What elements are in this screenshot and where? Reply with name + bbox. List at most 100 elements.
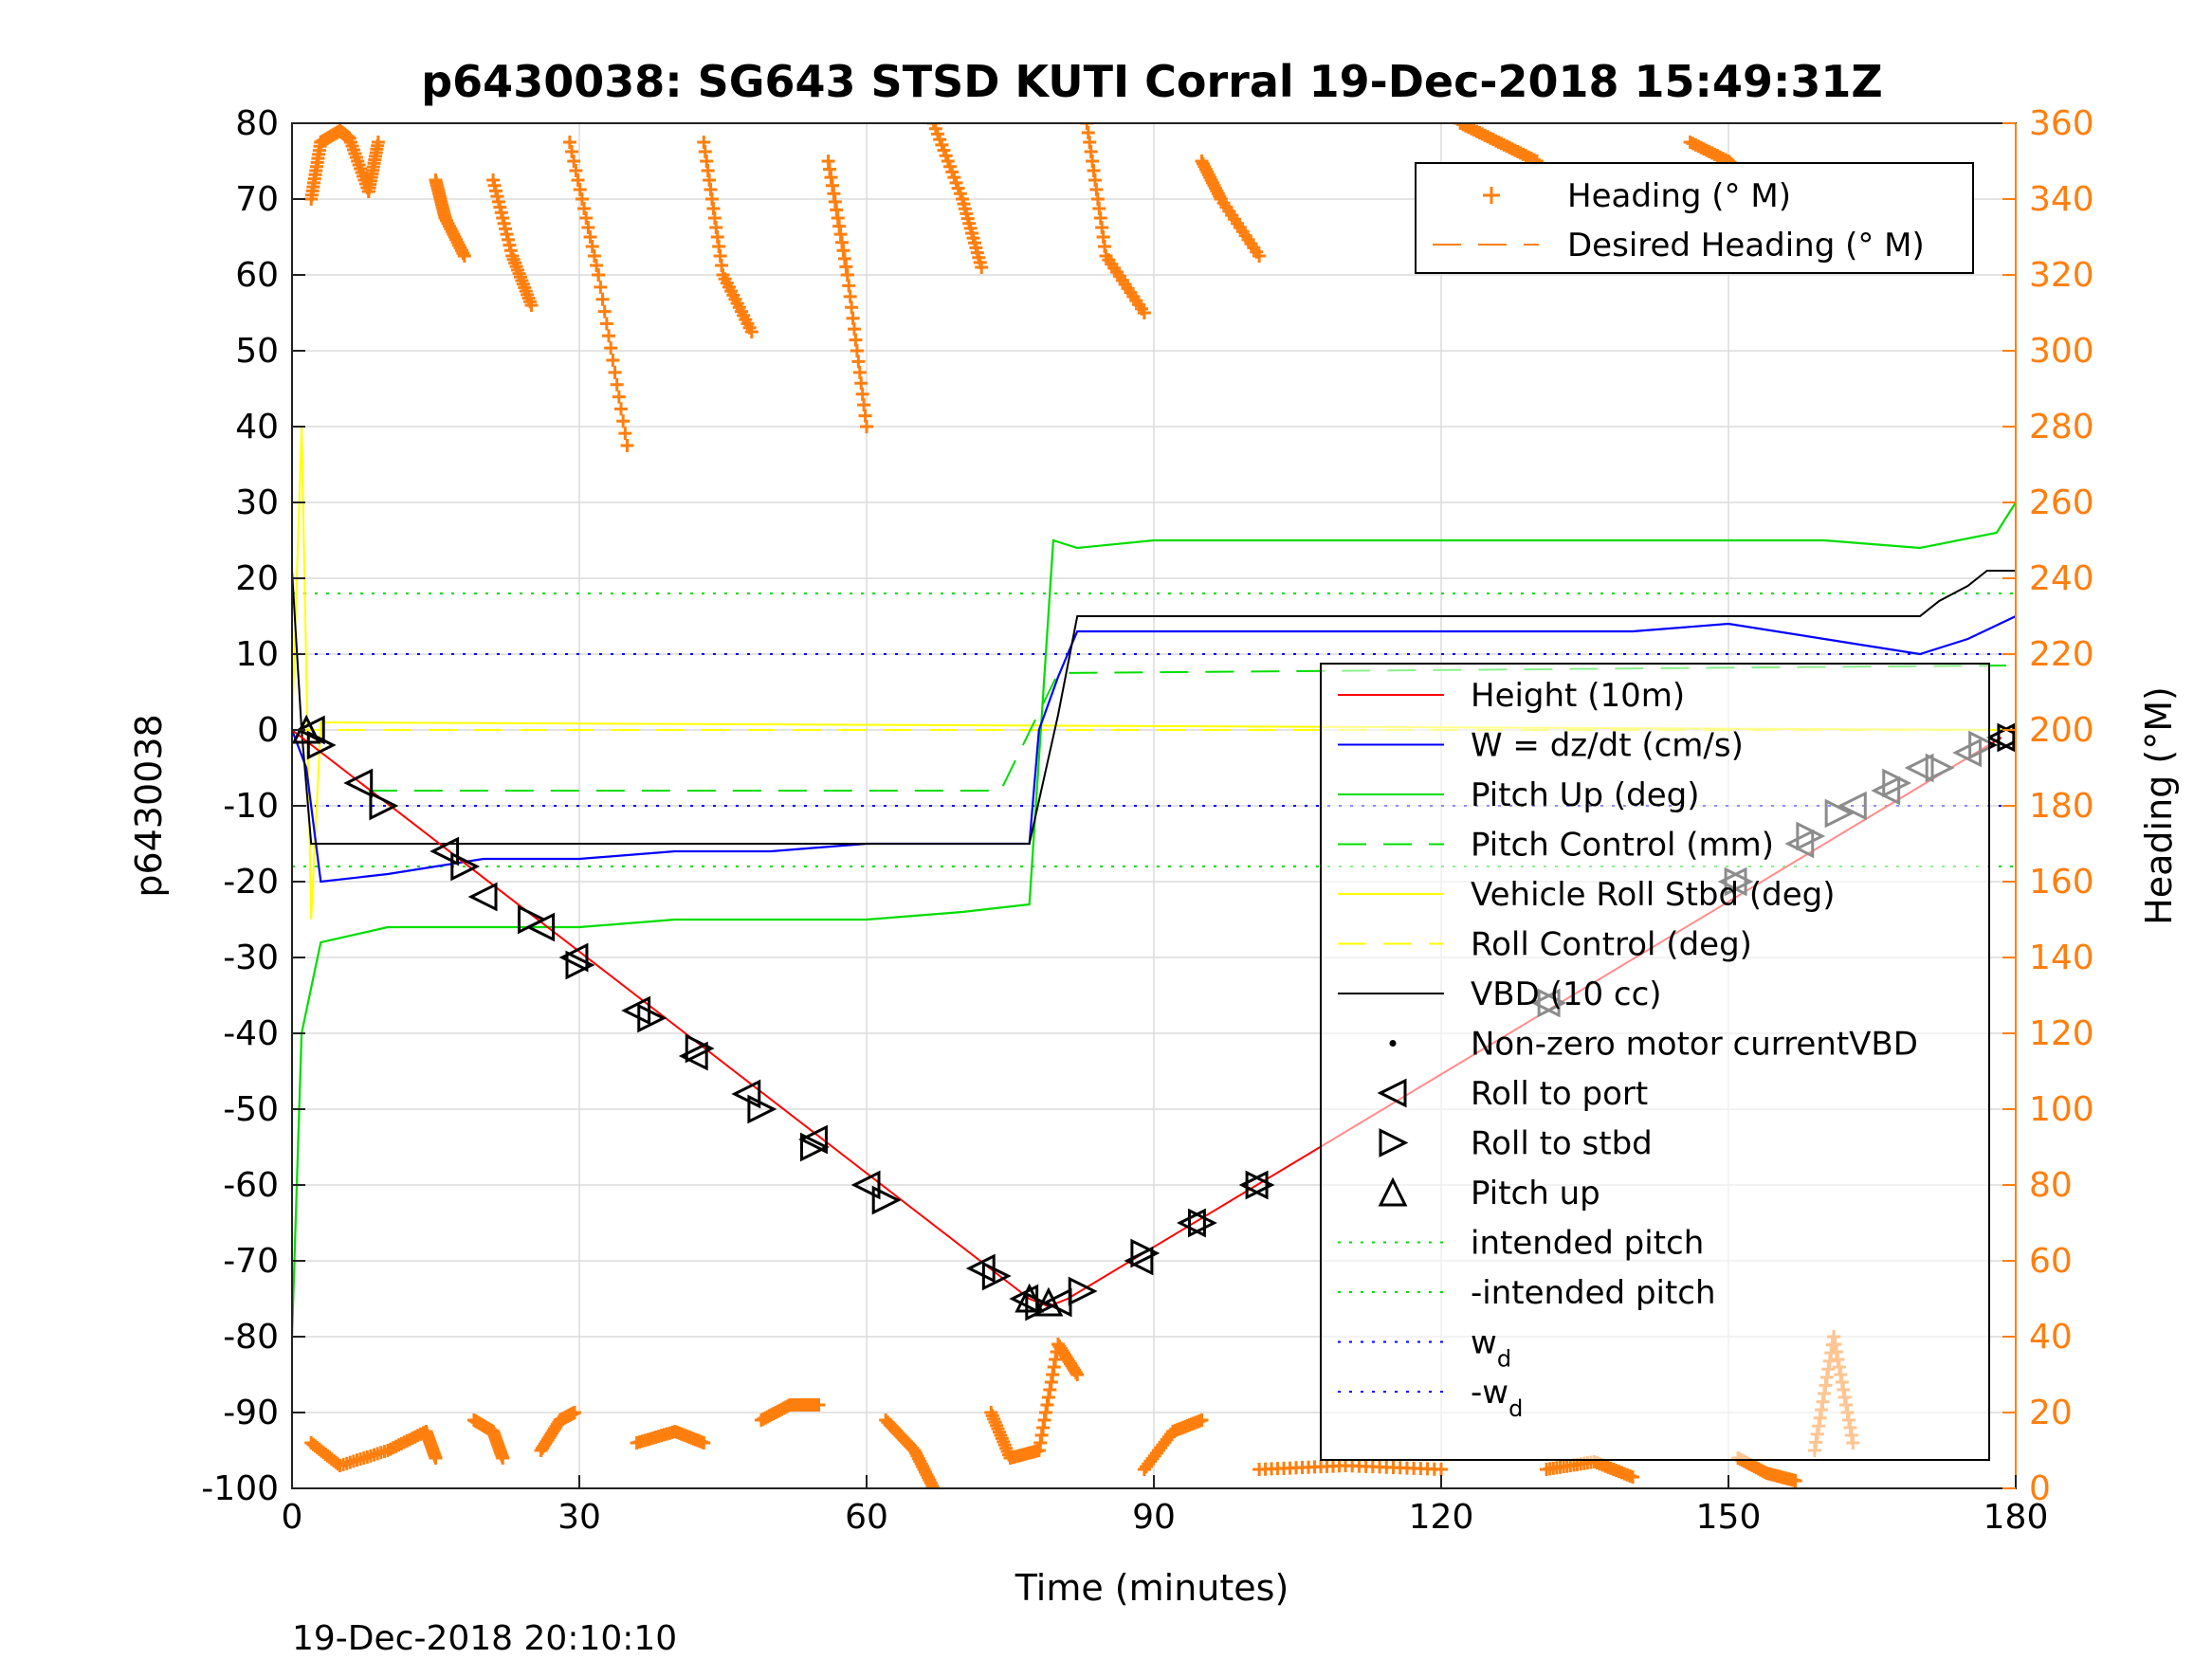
y-tick-label: 10: [235, 635, 279, 674]
y-tick-label: -50: [223, 1090, 279, 1129]
heading-marker: [744, 325, 759, 338]
y-right-tick-label: 220: [2029, 635, 2094, 674]
heading-marker: [697, 1436, 711, 1449]
heading-marker: [457, 249, 471, 263]
y-tick-label: 70: [235, 180, 279, 219]
y-right-tick-label: 140: [2029, 939, 2094, 977]
y-tick-label: 40: [235, 408, 279, 447]
y-tick-label: -10: [223, 787, 279, 826]
roll-to-port-marker: [1124, 1246, 1154, 1276]
roll-to-port-marker: [343, 768, 374, 798]
y-right-tick-label: 340: [2029, 180, 2094, 219]
heading-marker: [581, 221, 595, 234]
roll-to-stbd-marker: [1130, 1238, 1161, 1268]
legend-entry-text: Roll to port: [1471, 1075, 1648, 1113]
roll-to-port-marker: [798, 1124, 828, 1155]
y-tick-label: -30: [223, 939, 279, 977]
x-tick-label: 120: [1409, 1498, 1474, 1537]
heading-marker: [610, 377, 624, 392]
heading-marker: [585, 240, 599, 253]
pitch-up-line: [292, 501, 2016, 1338]
legend-entry-text: W = dz/dt (cm/s): [1471, 727, 1744, 765]
heading-marker: [606, 354, 620, 367]
roll-to-stbd-marker: [747, 1094, 777, 1124]
roll-to-stbd-marker: [799, 1132, 830, 1162]
w-line: [292, 615, 2016, 884]
heading-marker: [371, 136, 385, 149]
y-tick-label: 60: [235, 256, 279, 295]
y-right-tick-label: 160: [2029, 863, 2094, 902]
y-right-tick-label: 20: [2029, 1394, 2073, 1432]
x-tick-label: 60: [845, 1498, 888, 1537]
heading-marker: [1453, 123, 1468, 130]
legend-entry-text: Heading (° M): [1567, 177, 1791, 215]
x-tick-label: 180: [1983, 1498, 2049, 1537]
y-right-tick-label: 280: [2029, 408, 2094, 447]
y-right-tick-label: 120: [2029, 1014, 2094, 1053]
legend-heading-marker: [1483, 187, 1500, 204]
y-tick-label: -20: [223, 863, 279, 902]
y-tick-label: -70: [223, 1242, 279, 1281]
legend-entry-text: Roll to stbd: [1471, 1125, 1653, 1163]
heading-marker: [1137, 306, 1151, 319]
y-axis-right-label: Heading (°M): [2138, 686, 2180, 925]
y-tick-label: -80: [223, 1318, 279, 1357]
legend-heading: Heading (° M) Desired Heading (° M): [1415, 162, 1974, 274]
heading-marker: [590, 259, 604, 272]
roll-to-stbd-marker: [450, 851, 481, 882]
heading-marker: [573, 183, 587, 196]
y-right-tick-label: 240: [2029, 559, 2094, 598]
heading-marker: [1252, 249, 1267, 263]
y-right-tick-label: 260: [2029, 483, 2094, 522]
legend-swatch-triangle: [1379, 1128, 1409, 1158]
roll-to-port-marker: [1177, 1208, 1206, 1238]
y-right-tick-label: 200: [2029, 711, 2094, 750]
roll-to-stbd-marker: [1068, 1276, 1098, 1306]
y-tick-label: 30: [235, 483, 279, 522]
heading-marker: [562, 136, 576, 149]
roll-to-stbd-marker: [306, 730, 337, 760]
roll-to-port-marker: [850, 1170, 881, 1200]
roll-to-stbd-marker: [1245, 1170, 1275, 1200]
x-tick-label: 150: [1696, 1498, 1762, 1537]
heading-marker: [614, 402, 629, 416]
legend-main: Height (10m) W = dz/dt (cm/s) Pitch Up (de…: [1320, 663, 1990, 1461]
heading-marker: [571, 173, 585, 187]
heading-marker: [602, 329, 616, 343]
heading-marker: [592, 268, 606, 282]
heading-marker: [860, 420, 873, 433]
heading-marker: [612, 390, 626, 404]
roll-to-port-marker: [558, 942, 589, 973]
x-tick-label: 90: [1132, 1498, 1176, 1537]
chart-title: p6430038: SG643 STSD KUTI Corral 19-Dec-…: [421, 56, 1882, 107]
heading-marker: [1626, 1470, 1639, 1484]
legend-entry-text: Pitch up: [1471, 1175, 1600, 1212]
y-axis-label: p6430038: [128, 714, 170, 897]
y-tick-label: -40: [223, 1014, 279, 1053]
heading-marker: [1435, 1463, 1448, 1476]
axes: 0 30 60 90 120 150 180-100-90-80-70-60-50-40-3…: [201, 104, 2093, 1537]
roll-to-stbd-marker: [685, 1033, 715, 1064]
heading-marker: [812, 1398, 826, 1412]
y-right-tick-label: 40: [2029, 1318, 2073, 1357]
heading-marker: [496, 1451, 510, 1465]
legend-subscript: d: [1508, 1395, 1523, 1422]
heading-marker: [926, 1482, 941, 1488]
legend-entry-text: -intended pitch: [1471, 1274, 1716, 1312]
legend-swatch-triangle: [1378, 1176, 1408, 1207]
legend-entry-text: Height (10m): [1471, 677, 1685, 715]
roll-to-port-marker: [1238, 1170, 1269, 1200]
heading-marker: [567, 1406, 581, 1419]
heading-marker: [583, 230, 597, 244]
y-right-tick-label: 100: [2029, 1090, 2094, 1129]
y-right-tick-label: 300: [2029, 332, 2094, 371]
heading-marker: [1195, 1413, 1209, 1427]
roll-to-port-marker: [467, 882, 498, 912]
roll-to-stbd-marker: [369, 791, 399, 821]
y-tick-label: -60: [223, 1166, 279, 1205]
pitch-up-marker: [1033, 1286, 1064, 1317]
heading-marker: [608, 365, 622, 379]
y-right-tick-label: 360: [2029, 104, 2094, 143]
roll-to-stbd-marker: [1188, 1208, 1217, 1238]
